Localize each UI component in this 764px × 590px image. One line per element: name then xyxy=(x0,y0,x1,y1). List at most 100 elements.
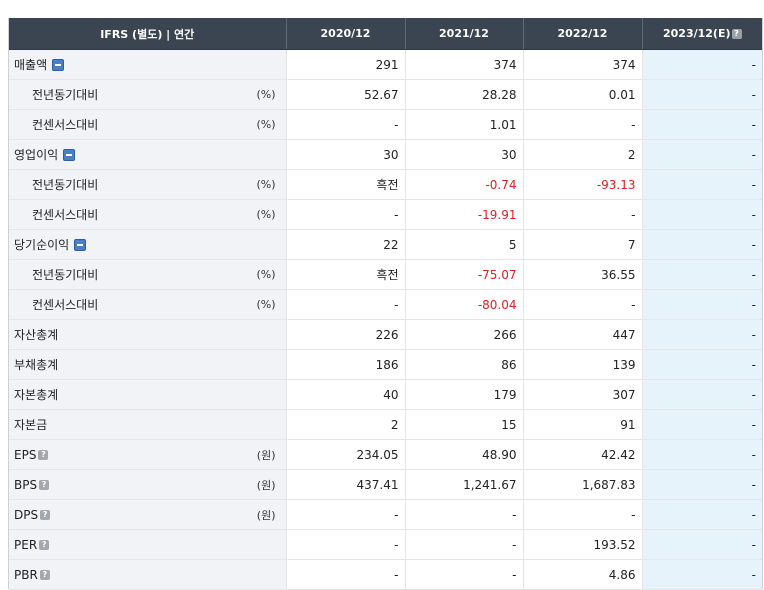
help-icon[interactable]: ? xyxy=(38,449,49,460)
table-frame-left xyxy=(8,18,9,589)
row-label-cell: 영업이익 xyxy=(9,139,287,170)
value-cell: - xyxy=(642,289,762,320)
value-cell: - xyxy=(523,109,643,140)
value-cell: - xyxy=(642,49,762,80)
table-row: 컨센서스대비 (%) - -80.04- - xyxy=(9,289,762,320)
value-cell: - xyxy=(286,199,406,230)
value-cell: 291 xyxy=(286,49,406,80)
table-row: 컨센서스대비 (%) -1.01- - xyxy=(9,109,762,140)
value-cell: - xyxy=(642,469,762,500)
value-cell: - xyxy=(286,499,406,530)
row-unit: (원) xyxy=(256,478,276,492)
row-label-cell: 전년동기대비 (%) xyxy=(9,169,287,200)
row-label: 컨센서스대비 xyxy=(32,208,99,222)
value-cell: 1,241.67 xyxy=(405,469,524,500)
help-icon[interactable]: ? xyxy=(39,539,50,550)
value-cell: - xyxy=(642,109,762,140)
row-label: PER xyxy=(14,537,38,552)
table-frame-right xyxy=(762,18,763,589)
value-cell: - xyxy=(642,199,762,230)
value-cell: 5 xyxy=(405,229,524,260)
help-icon[interactable]: ? xyxy=(731,29,742,39)
help-icon[interactable]: ? xyxy=(39,479,50,490)
value-cell: 42.42 xyxy=(523,439,643,470)
row-label: 전년동기대비 xyxy=(32,178,99,192)
table-header-row: IFRS (별도) | 연간 2020/12 2021/12 2022/12 2… xyxy=(9,18,762,50)
row-label-cell: 컨센서스대비 (%) xyxy=(9,289,287,320)
value-cell: -80.04 xyxy=(405,289,524,320)
collapse-minus-icon[interactable] xyxy=(52,58,65,71)
value-cell: - xyxy=(286,529,406,560)
table-row: 부채총계 186 86 139- xyxy=(9,349,762,380)
row-label-cell: 전년동기대비 (%) xyxy=(9,79,287,110)
value-cell: 30 xyxy=(286,139,406,170)
value-cell: - xyxy=(642,349,762,380)
row-label-cell: 자산총계 xyxy=(9,319,287,350)
value-cell: 4.86 xyxy=(523,559,643,590)
value-cell: 28.28 xyxy=(405,79,524,110)
help-icon[interactable]: ? xyxy=(39,569,50,580)
value-cell: - xyxy=(642,79,762,110)
table-row: PBR? - -4.86- xyxy=(9,559,762,590)
help-icon[interactable]: ? xyxy=(40,509,51,520)
row-label: 컨센서스대비 xyxy=(32,118,99,132)
row-unit: (원) xyxy=(256,508,276,522)
value-cell: 30 xyxy=(405,139,524,170)
value-cell: 흑전 xyxy=(286,169,406,200)
row-label-cell: 자본총계 xyxy=(9,379,287,410)
table-row: 전년동기대비 (%) 흑전 -75.07 36.55- xyxy=(9,259,762,290)
header-label-column: IFRS (별도) | 연간 xyxy=(9,18,287,50)
row-label: 전년동기대비 xyxy=(32,268,99,282)
table-row: DPS? (원) - - - - xyxy=(9,499,762,530)
header-period-2021: 2021/12 xyxy=(405,18,524,50)
row-label: 부채총계 xyxy=(14,358,59,372)
row-unit: (%) xyxy=(256,298,276,311)
header-period-2023e-label: 2023/12(E) xyxy=(662,27,731,40)
row-label-cell: PER? xyxy=(9,529,287,560)
value-cell: 7 xyxy=(523,229,643,260)
value-cell: -75.07 xyxy=(405,259,524,290)
row-unit: (%) xyxy=(256,88,276,101)
value-cell: 2 xyxy=(286,409,406,440)
row-label: 컨센서스대비 xyxy=(32,298,99,312)
row-label: BPS xyxy=(14,477,38,492)
collapse-minus-icon[interactable] xyxy=(63,148,76,161)
value-cell: 15 xyxy=(405,409,524,440)
value-cell: -19.91 xyxy=(405,199,524,230)
value-cell: - xyxy=(642,319,762,350)
row-label: PBR xyxy=(14,567,38,582)
value-cell: 234.05 xyxy=(286,439,406,470)
value-cell: 48.90 xyxy=(405,439,524,470)
value-cell: 22 xyxy=(286,229,406,260)
value-cell: 374 xyxy=(523,49,643,80)
header-period-2022: 2022/12 xyxy=(523,18,643,50)
row-label-cell: 컨센서스대비 (%) xyxy=(9,199,287,230)
value-cell: - xyxy=(405,529,524,560)
value-cell: 36.55 xyxy=(523,259,643,290)
row-label-cell: 컨센서스대비 (%) xyxy=(9,109,287,140)
value-cell: 흑전 xyxy=(286,259,406,290)
value-cell: 447 xyxy=(523,319,643,350)
row-label-cell: PBR? xyxy=(9,559,287,590)
value-cell: 2 xyxy=(523,139,643,170)
collapse-minus-icon[interactable] xyxy=(74,238,87,251)
value-cell: - xyxy=(642,439,762,470)
table-row: 전년동기대비 (%) 흑전 -0.74 -93.13- xyxy=(9,169,762,200)
value-cell: 307 xyxy=(523,379,643,410)
row-label-cell: 자본금 xyxy=(9,409,287,440)
value-cell: - xyxy=(642,499,762,530)
value-cell: - xyxy=(523,289,643,320)
value-cell: - xyxy=(523,199,643,230)
table-row: 자산총계 226 266 447- xyxy=(9,319,762,350)
table-row: 자본총계 40 179 307- xyxy=(9,379,762,410)
value-cell: 374 xyxy=(405,49,524,80)
value-cell: - xyxy=(642,259,762,290)
row-label: 당기순이익 xyxy=(14,238,70,252)
value-cell: 0.01 xyxy=(523,79,643,110)
row-unit: (%) xyxy=(256,118,276,131)
value-cell: - xyxy=(286,559,406,590)
value-cell: -0.74 xyxy=(405,169,524,200)
table-row: 전년동기대비 (%) 52.67 28.28 0.01- xyxy=(9,79,762,110)
table-row: BPS? (원) 437.41 1,241.67 1,687.83- xyxy=(9,469,762,500)
value-cell: - xyxy=(523,499,643,530)
